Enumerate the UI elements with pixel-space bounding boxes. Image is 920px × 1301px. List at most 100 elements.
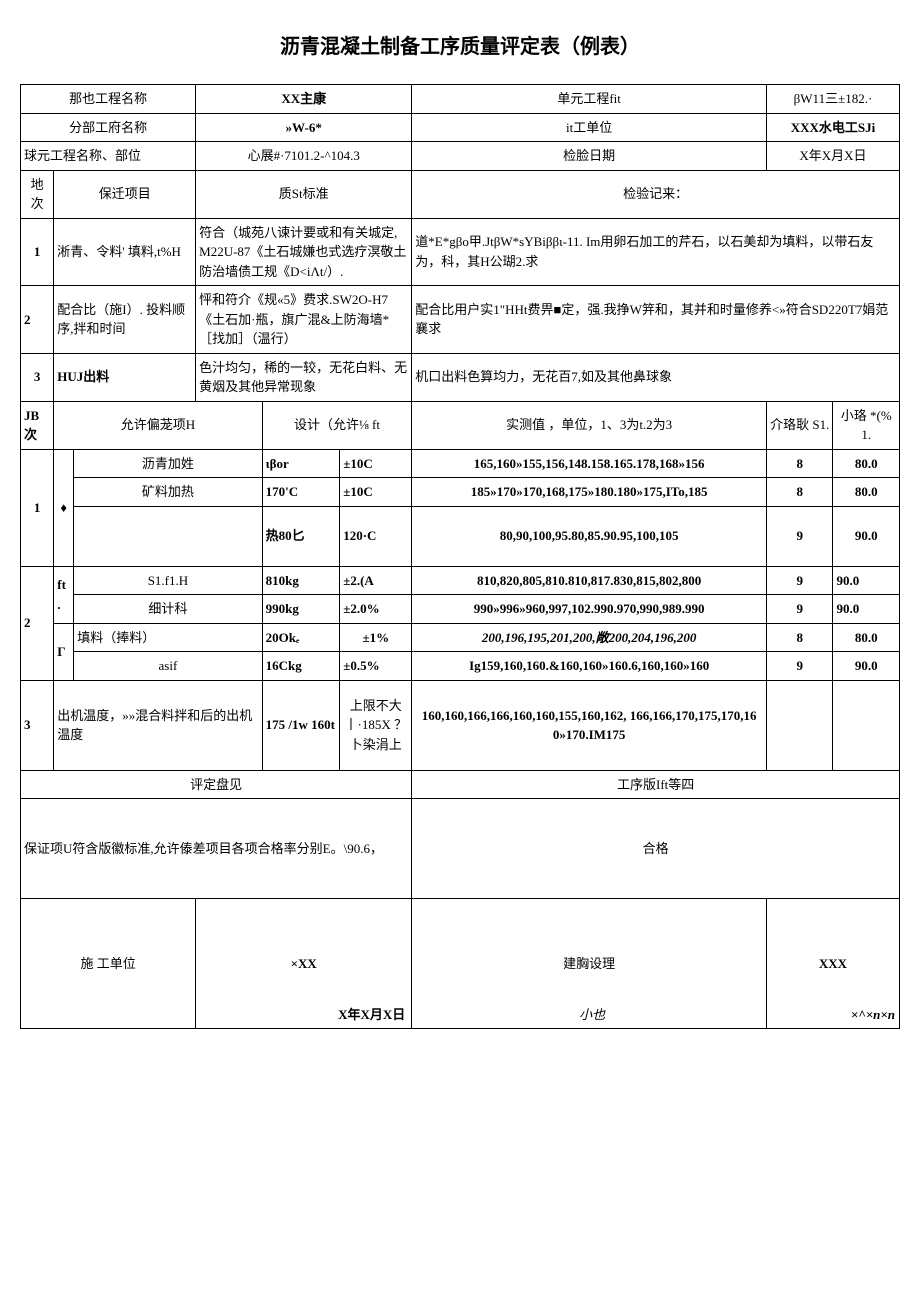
- grp3-des: 175 /1w 160t: [262, 680, 340, 770]
- hdr-constructor-label: it工单位: [412, 113, 767, 142]
- grp2-r1-meas: 990»996»960,997,102.990.970,990,989.990: [412, 595, 767, 624]
- grp1-r0-pts: 8: [766, 449, 833, 478]
- grp1-r1-item: 矿料加热: [74, 478, 262, 507]
- hdr-date-label: 检脸日期: [412, 142, 767, 171]
- grp2-r1-item: 细计科: [74, 595, 262, 624]
- sig-v1b: X年X月X日: [338, 1005, 405, 1025]
- grp1-sym: ♦: [54, 449, 74, 566]
- grp2-r1-pct: 90.0: [833, 595, 900, 624]
- g3-std: 色汁均匀，稀的一较，无花白料、无黄烟及其他异常现象: [196, 353, 412, 401]
- grp2-r3-pct: 90.0: [833, 652, 900, 681]
- g3-item: HUJ出料: [54, 353, 196, 401]
- grp2-r3-meas: Ig159,160,160.&160,160»160.6,160,160»160: [412, 652, 767, 681]
- grp1-r2-des: 热80匕: [262, 506, 340, 566]
- grp2-r0-tol: ±2.(A: [340, 566, 412, 595]
- g1-item: 淅青、令料' 填料,t%H: [54, 218, 196, 286]
- thdr-meas: 实测值 ，单位，1、3为t.2为3: [412, 401, 767, 449]
- grp2-r2-tol: ±1%: [340, 623, 412, 652]
- grp1-r1-pct: 80.0: [833, 478, 900, 507]
- grp1-r0-des: ιβor: [262, 449, 340, 478]
- grp2-r3-pts: 9: [766, 652, 833, 681]
- grp2-n: 2: [21, 566, 54, 680]
- grp3-meas: 160,160,166,166,160,160,155,160,162, 166…: [412, 680, 767, 770]
- grp2-r2-des: 20Okₑ: [262, 623, 340, 652]
- sig-v2a: XXX: [770, 954, 896, 974]
- g2-item: 配合比（施I）. 投料顺序,拌和时间: [54, 286, 196, 354]
- grp1-r1-meas: 185»170»170,168,175»180.180»175,ITo,185: [412, 478, 767, 507]
- evaluation-table: 那也工程名称 XX主康 单元工程fit βW11三±182.· 分部工府名称 »…: [20, 84, 900, 1029]
- thdr-item: 允许偏茏项H: [54, 401, 262, 449]
- hdr-constructor-value: XXX水电工SJi: [766, 113, 899, 142]
- thdr-pts: 介珞耿 S1.: [766, 401, 833, 449]
- ghdr-rec: 检验记来：: [412, 170, 900, 218]
- grp2-r2-pts: 8: [766, 623, 833, 652]
- g1-std: 符合（城苑八谏计要或和有关城定,M22U-87《土石城嫌也式选疗溟敬土防治墙债工…: [196, 218, 412, 286]
- hdr-project-name-label: 那也工程名称: [21, 85, 196, 114]
- sig-v2b: ×^×n×n: [851, 1005, 895, 1025]
- grp1-r0-meas: 165,160»155,156,148.158.165.178,168»156: [412, 449, 767, 478]
- grp1-r0-item: 沥青加姓: [74, 449, 262, 478]
- grp3-pts: [766, 680, 833, 770]
- hdr-element-label: 球元工程名称、部位: [21, 142, 196, 171]
- grp1-r1-des: 170'C: [262, 478, 340, 507]
- grp2-r0-item: S1.f1.H: [74, 566, 262, 595]
- grp2-r3-des: 16Ckg: [262, 652, 340, 681]
- ghdr-item: 保迁项目: [54, 170, 196, 218]
- grp2-r1-tol: ±2.0%: [340, 595, 412, 624]
- grp2-r2-meas: 200,196,195,201,200,敞200,204,196,200: [412, 623, 767, 652]
- grp2-r0-pts: 9: [766, 566, 833, 595]
- sig-l1: 施 工单位: [21, 899, 196, 1029]
- hdr-date-value: X年X月X日: [766, 142, 899, 171]
- grp1-r0-tol: ±10C: [340, 449, 412, 478]
- grp2-r3-tol: ±0.5%: [340, 652, 412, 681]
- g1-rec: 道*E*gβo甲.JtβW*sYBiββι-11. Im用卵石加工的芹石，以石美…: [412, 218, 900, 286]
- grp3-n: 3: [21, 680, 54, 770]
- eval-text: 保证项U符含版徽标准,允许傣差项目各项合格率分别E。\90.6，: [21, 799, 412, 899]
- thdr-seq: JB 次: [21, 401, 54, 449]
- eval-hdr1: 评定盘见: [21, 770, 412, 799]
- page-title: 沥青混凝土制备工序质量评定表（例表）: [20, 30, 900, 59]
- g3-rec: 机口出料色算均力，无花百7,如及其他鼻球象: [412, 353, 900, 401]
- ghdr-std: 质St标准: [196, 170, 412, 218]
- grp2-sym0: ft .: [54, 566, 74, 623]
- grp2-r1-des: 990kg: [262, 595, 340, 624]
- grp3-item: 出机温度，»»混合料拌和后的出机温度: [54, 680, 262, 770]
- g1-n: 1: [21, 218, 54, 286]
- grp2-r3-item: asif: [74, 652, 262, 681]
- grp1-r2-pts: 9: [766, 506, 833, 566]
- g2-n: 2: [21, 286, 54, 354]
- eval-hdr2: 工序版Ift等四: [412, 770, 900, 799]
- grp2-r2-item: 填料（捧料）: [74, 623, 262, 652]
- grp1-r1-pts: 8: [766, 478, 833, 507]
- grp1-r2-tol: 120·C: [340, 506, 412, 566]
- hdr-unit-label: 单元工程fit: [412, 85, 767, 114]
- grp1-r2-pct: 90.0: [833, 506, 900, 566]
- hdr-unit-value: βW11三±182.·: [766, 85, 899, 114]
- grp2-r0-des: 810kg: [262, 566, 340, 595]
- thdr-des: 设计（允许⅛ ft: [262, 401, 412, 449]
- hdr-element-value: 心展#·7101.2-^104.3: [196, 142, 412, 171]
- grp2-r1-pts: 9: [766, 595, 833, 624]
- ghdr-seq: 地 次: [21, 170, 54, 218]
- hdr-division-label: 分部工府名称: [21, 113, 196, 142]
- g2-std: 怦和符介《规«5》费求.SW2O-H7《土石加·瓶，旗广混&上防海墙*［找加］（…: [196, 286, 412, 354]
- thdr-pct: 小珞 *(%1.: [833, 401, 900, 449]
- grp3-tol: 上限不大 丨·185X ？ 卜染涓上: [340, 680, 412, 770]
- grp1-r2-meas: 80,90,100,95.80,85.90.95,100,105: [412, 506, 767, 566]
- grp2-r2-pct: 80.0: [833, 623, 900, 652]
- g2-rec: 配合比用户实1"HHt费畀■定，强.我挣W笄和，其并和时量修养<»符合SD220…: [412, 286, 900, 354]
- hdr-division-value: »W-6*: [196, 113, 412, 142]
- sig-l2a: 建胸设理: [415, 954, 763, 974]
- grp1-r0-pct: 80.0: [833, 449, 900, 478]
- grp1-n: 1: [21, 449, 54, 566]
- hdr-project-name-value: XX主康: [196, 85, 412, 114]
- grp2-r0-pct: 90.0: [833, 566, 900, 595]
- grp2-r0-meas: 810,820,805,810.810,817.830,815,802,800: [412, 566, 767, 595]
- eval-result: 合格: [412, 799, 900, 899]
- sig-v1a: ×XX: [199, 954, 408, 974]
- grp3-pct: [833, 680, 900, 770]
- g3-n: 3: [21, 353, 54, 401]
- grp1-r1-tol: ±10C: [340, 478, 412, 507]
- sig-l2b: 小也: [415, 1005, 769, 1025]
- grp2-sym2: Γ: [54, 623, 74, 680]
